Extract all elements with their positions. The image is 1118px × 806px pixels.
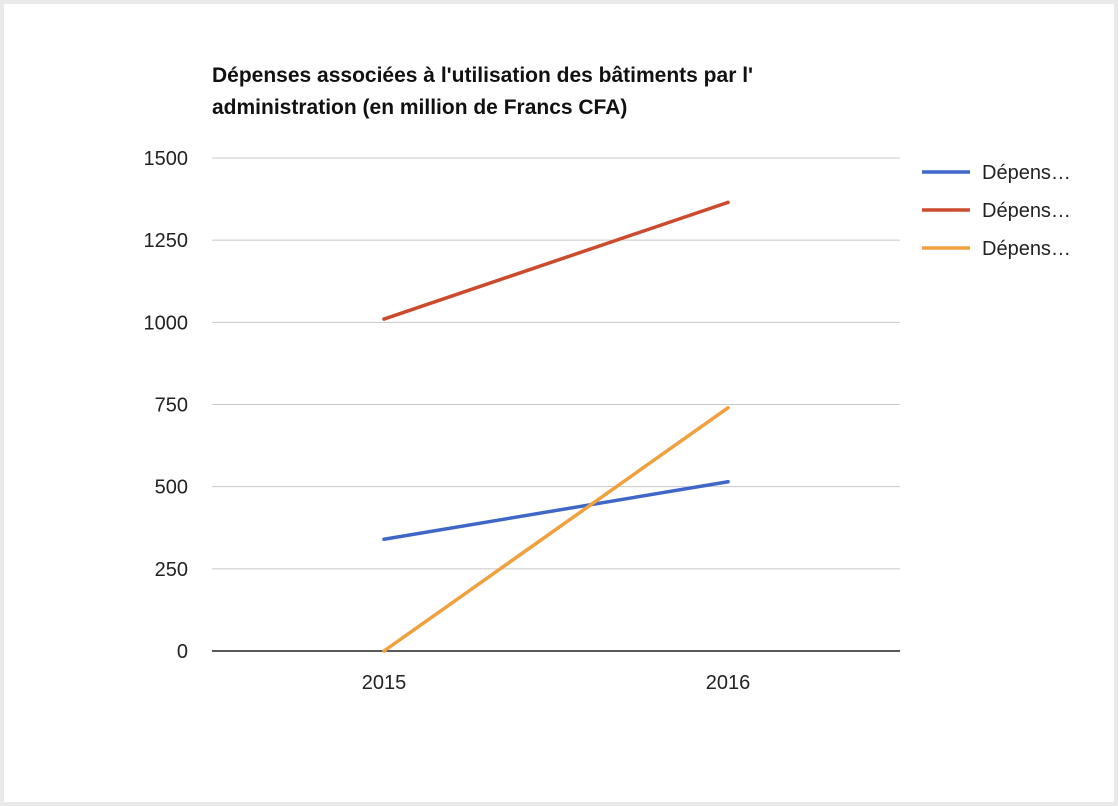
- data-point: [726, 405, 730, 410]
- data-point: [726, 200, 730, 205]
- gridlines: [212, 157, 900, 652]
- series-line-3: [382, 406, 730, 653]
- legend-item-1: Dépens…: [922, 162, 1071, 184]
- chart-card: [4, 4, 1114, 802]
- legend-item-2: Dépens…: [922, 200, 1071, 222]
- x-tick-label: 2015: [362, 672, 407, 694]
- y-tick-label: 750: [155, 395, 188, 417]
- series-line-2: [383, 200, 729, 321]
- legend-item-3: Dépens…: [922, 238, 1071, 260]
- series-line-1: [383, 480, 729, 541]
- y-tick-label: 1000: [144, 312, 189, 334]
- legend-label: Dépens…: [982, 162, 1071, 184]
- chart-title: Dépenses associées à l'utilisation des b…: [212, 64, 754, 119]
- y-tick-label: 1250: [144, 230, 189, 252]
- data-point: [382, 537, 386, 542]
- y-tick-label: 500: [155, 477, 188, 499]
- y-tick-label: 0: [177, 641, 188, 663]
- legend-label: Dépens…: [982, 238, 1071, 260]
- data-point: [382, 317, 386, 321]
- x-tick-label: 2016: [706, 672, 751, 694]
- series-lines: [382, 200, 730, 653]
- data-point: [726, 479, 730, 484]
- legend-label: Dépens…: [982, 200, 1071, 222]
- x-axis-tick-labels: 2015 2016: [362, 672, 751, 694]
- y-axis-tick-labels: 0 250 500 750 1000 1250 1500: [144, 148, 189, 663]
- data-point: [382, 649, 386, 653]
- legend: Dépens… Dépens… Dépens…: [922, 162, 1071, 260]
- y-tick-label: 250: [155, 559, 188, 581]
- y-tick-label: 1500: [144, 148, 189, 170]
